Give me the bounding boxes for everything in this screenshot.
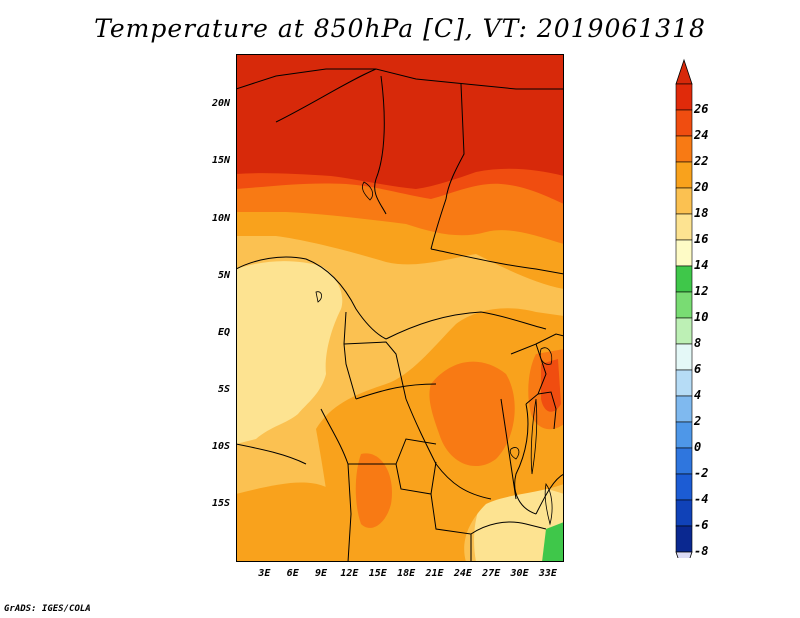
lat-tick-label: 5N — [217, 269, 230, 281]
colorbar-swatch — [675, 447, 693, 475]
lat-tick-label: 10S — [211, 440, 230, 452]
colorbar-level-label: 22 — [694, 154, 709, 168]
colorbar-swatch — [675, 239, 693, 267]
colorbar-level-label: 10 — [694, 310, 709, 324]
temperature-map — [236, 54, 564, 562]
colorbar-swatch — [675, 369, 693, 397]
colorbar-level-label: 24 — [694, 128, 709, 142]
map-border — [236, 54, 564, 562]
lon-tick-label: 3E — [258, 568, 271, 579]
lon-tick-label: 18E — [397, 568, 416, 579]
colorbar-level-label: 14 — [694, 258, 709, 272]
colorbar-level-label: 4 — [694, 388, 702, 402]
map-title: Temperature at 850hPa [C], VT: 201906131… — [94, 14, 706, 43]
colorbar-swatch — [675, 265, 693, 293]
colorbar-level-label: -4 — [694, 492, 709, 506]
temp-region-over-24 — [236, 54, 564, 189]
lat-tick-label: 15N — [211, 155, 230, 167]
country-borders — [236, 68, 564, 562]
colorbar-level-label: -2 — [694, 466, 709, 480]
colorbar-level-label: 16 — [694, 232, 709, 246]
colorbar-swatch — [675, 499, 693, 527]
colorbar-level-label: 12 — [694, 284, 709, 298]
colorbar-level-label: 0 — [694, 440, 702, 454]
temp-region-20-22-angola — [355, 453, 392, 528]
colorbar-swatch — [675, 525, 693, 553]
colorbar-swatch — [675, 161, 693, 189]
colorbar-swatch — [675, 421, 693, 449]
colorbar-level-label: 2 — [694, 414, 702, 428]
colorbar-swatch — [675, 109, 693, 137]
temp-region-18-20-west — [236, 482, 336, 562]
colorbar-swatch — [675, 291, 693, 319]
lake-outlines — [315, 181, 553, 526]
lon-tick-label: 12E — [340, 568, 359, 579]
colorbar-level-label: -8 — [694, 544, 709, 558]
colorbar-swatch — [675, 343, 693, 371]
temp-region-14-16-south — [474, 486, 564, 562]
colorbar-swatch — [675, 135, 693, 163]
lon-tick-label: 30E — [510, 568, 529, 579]
lon-tick-label: 33E — [538, 568, 557, 579]
temp-region-20-22-congo — [429, 361, 515, 467]
temp-region-14-16-west — [236, 261, 343, 444]
colorbar-under-triangle — [675, 551, 693, 558]
lat-tick-label: 10N — [211, 212, 230, 224]
colorbar-level-label: 20 — [694, 180, 709, 194]
lat-tick-label: EQ — [217, 326, 230, 338]
grads-credit: GrADS: IGES/COLA — [4, 604, 91, 614]
lon-tick-label: 27E — [482, 568, 501, 579]
colorbar-level-label: 8 — [694, 336, 702, 350]
lat-tick-label: 15S — [211, 497, 230, 509]
colorbar-swatch — [675, 395, 693, 423]
colorbar-swatch — [675, 187, 693, 215]
lat-tick-label: 20N — [211, 98, 230, 110]
temp-region-20-22-north — [236, 169, 564, 244]
lon-tick-label: 6E — [286, 568, 299, 579]
colorbar-level-label: 18 — [694, 206, 709, 220]
lon-tick-label: 21E — [425, 568, 444, 579]
lon-tick-label: 15E — [368, 568, 387, 579]
colorbar-swatch — [675, 213, 693, 241]
colorbar-level-label: 26 — [694, 102, 709, 116]
colorbar-swatch — [675, 83, 693, 111]
lat-tick-label: 5S — [217, 383, 230, 395]
colorbar-level-label: -6 — [694, 518, 709, 532]
lon-tick-label: 24E — [453, 568, 472, 579]
colorbar-swatch — [675, 317, 693, 345]
colorbar-level-label: 6 — [694, 362, 702, 376]
temp-region-12-14 — [542, 522, 564, 562]
colorbar-over-triangle — [675, 58, 693, 85]
temp-region-22-24-lakes — [541, 359, 561, 412]
lon-tick-label: 9E — [315, 568, 328, 579]
colorbar-swatch — [675, 473, 693, 501]
